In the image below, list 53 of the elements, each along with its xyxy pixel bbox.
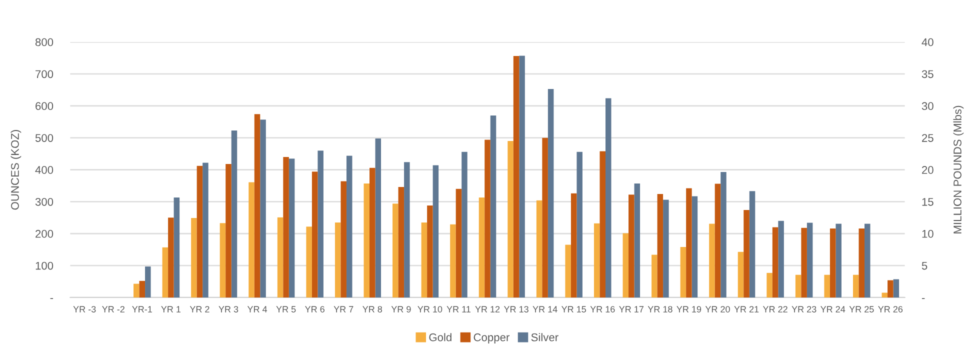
legend-label: Gold <box>429 333 452 342</box>
x-tick-label: YR 15 <box>561 306 586 312</box>
x-tick-label: YR 8 <box>362 306 382 312</box>
x-tick-label: YR 20 <box>705 306 730 312</box>
y-tick-label: 700 <box>36 70 54 78</box>
legend-label: Silver <box>531 333 558 342</box>
x-tick-label: YR 7 <box>334 306 354 312</box>
y2-axis-title: MILLION POUNDS (Mlbs) <box>953 106 964 234</box>
y2-tick-label: 40 <box>922 38 934 46</box>
x-tick-label: YR 16 <box>590 306 615 312</box>
x-tick-label: YR 25 <box>849 306 874 312</box>
y2-tick-label: 15 <box>922 198 934 206</box>
y2-tick-label: 30 <box>922 102 934 110</box>
y2-tick-label: 20 <box>922 166 934 174</box>
x-tick-label: YR 17 <box>619 306 644 312</box>
x-tick-label: YR 12 <box>475 306 500 312</box>
y-axis-title: OUNCES (KOZ) <box>10 130 22 210</box>
x-tick-label: YR -2 <box>102 306 124 312</box>
x-tick-label: YR 10 <box>418 306 442 312</box>
x-tick-label: YR -3 <box>73 306 96 312</box>
x-tick-label: YR 11 <box>446 306 470 312</box>
y2-tick-label: - <box>922 298 925 300</box>
x-tick-label: YR 3 <box>218 306 238 312</box>
x-tick-label: YR 2 <box>190 306 210 312</box>
x-tick-label: YR-1 <box>132 306 152 312</box>
y-tick-label: - <box>50 298 54 300</box>
y-tick-label: 100 <box>36 262 54 270</box>
x-tick-label: YR 1 <box>161 306 181 312</box>
x-tick-label: YR 24 <box>820 306 846 312</box>
legend-label: Copper <box>474 333 510 344</box>
x-tick-label: YR 4 <box>247 306 268 312</box>
y-tick-label: 400 <box>35 166 54 174</box>
y2-tick-label: 10 <box>922 230 934 238</box>
y-tick-label: 300 <box>35 198 54 206</box>
y2-tick-label: 25 <box>922 134 934 142</box>
y-tick-label: 800 <box>35 38 54 46</box>
x-tick-label: YR 5 <box>276 306 296 312</box>
y2-tick-label: 35 <box>922 70 934 78</box>
x-tick-label: YR 6 <box>304 306 324 312</box>
bar <box>882 292 888 298</box>
x-tick-label: YR 21 <box>734 306 759 312</box>
x-tick-label: YR 14 <box>532 306 558 312</box>
x-tick-label: YR 9 <box>391 306 411 312</box>
x-tick-label: YR 23 <box>792 306 816 312</box>
y-tick-label: 600 <box>36 102 54 110</box>
y-tick-label: 200 <box>36 230 54 238</box>
x-tick-label: YR 26 <box>878 306 903 312</box>
x-tick-label: YR 19 <box>676 306 702 312</box>
y-tick-label: 500 <box>35 134 54 142</box>
x-tick-label: YR 22 <box>762 306 788 312</box>
x-tick-label: YR 13 <box>504 306 528 312</box>
y2-tick-label: 5 <box>922 262 928 270</box>
x-tick-label: YR 18 <box>648 306 672 312</box>
